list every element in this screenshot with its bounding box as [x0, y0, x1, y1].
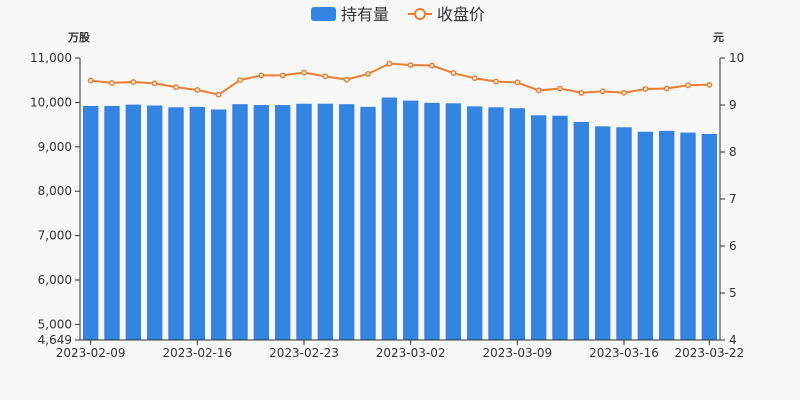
y-left-tick-label-1: 5,000: [38, 317, 72, 331]
bar-7: [232, 104, 248, 340]
close-price-line: [90, 62, 710, 96]
bar-20: [509, 108, 526, 340]
bar-19: [488, 107, 504, 340]
close-point-23: [578, 89, 585, 96]
bar-2: [125, 104, 142, 340]
y-left-tick-label-5: 9,000: [38, 140, 72, 154]
y-right-unit: 元: [713, 31, 724, 44]
bar-1: [104, 105, 120, 340]
bar-21: [530, 115, 547, 340]
bar-29: [701, 133, 718, 340]
x-tick-label-6: 2023-03-22: [674, 346, 744, 360]
bar-18: [466, 106, 483, 340]
bar-4: [168, 107, 184, 340]
bar-14: [381, 97, 398, 340]
close-point-6: [215, 91, 222, 98]
close-point-7: [237, 77, 243, 84]
close-point-24: [599, 88, 606, 95]
close-point-8: [258, 72, 265, 79]
bar-series-holdings: [82, 97, 718, 341]
bar-28: [680, 132, 696, 340]
close-point-17: [450, 70, 457, 76]
y-left-unit: 万股: [67, 31, 91, 44]
x-tick-label-1: 2023-02-16: [162, 346, 232, 360]
y-right-tick-label-4: 8: [729, 145, 737, 159]
close-point-28: [685, 82, 691, 89]
legend-swatch-holdings: [311, 7, 336, 21]
close-point-3: [151, 80, 158, 87]
bar-11: [317, 103, 334, 340]
bar-6: [210, 109, 227, 340]
legend-label-close: 收盘价: [437, 5, 485, 24]
close-point-20: [514, 79, 521, 86]
close-point-0: [87, 77, 94, 84]
x-tick-label-2: 2023-02-23: [269, 346, 339, 360]
bar-26: [637, 131, 654, 340]
bar-10: [296, 103, 312, 340]
bar-22: [552, 115, 568, 340]
close-point-18: [471, 75, 478, 82]
y-left-tick-label-3: 7,000: [38, 229, 72, 243]
x-tick-label-4: 2023-03-09: [482, 346, 552, 360]
bar-5: [189, 106, 206, 340]
close-point-29: [706, 81, 713, 88]
close-point-9: [279, 72, 286, 79]
bar-9: [274, 105, 291, 340]
legend[interactable]: 持有量 收盘价: [311, 5, 485, 24]
y-left-tick-label-0: 4,649: [38, 333, 72, 347]
close-point-14: [386, 60, 393, 67]
bar-12: [338, 104, 355, 340]
bar-13: [360, 106, 376, 340]
close-point-12: [343, 76, 350, 83]
y-right-tick-label-1: 5: [729, 286, 737, 300]
y-right-tick-label-6: 10: [729, 51, 744, 65]
close-point-11: [322, 73, 329, 80]
bar-24: [594, 126, 611, 340]
bar-25: [616, 127, 632, 341]
bar-8: [253, 105, 270, 340]
close-point-16: [429, 62, 435, 69]
close-point-21: [535, 87, 542, 94]
close-point-13: [365, 71, 371, 77]
y-right-tick-label-3: 7: [729, 192, 737, 206]
y-left-tick-label-4: 8,000: [38, 184, 72, 198]
close-point-22: [557, 85, 563, 92]
y-left-tick-label-6: 10,000: [30, 95, 72, 109]
x-tick-label-0: 2023-02-09: [56, 346, 126, 360]
y-right-tick-label-5: 9: [729, 98, 737, 112]
close-point-1: [109, 79, 115, 86]
close-point-5: [194, 87, 201, 93]
line-series-close: [87, 60, 713, 98]
close-point-15: [407, 62, 414, 69]
close-point-4: [173, 84, 179, 91]
close-point-10: [301, 69, 307, 76]
close-point-27: [663, 85, 670, 92]
y-right-tick-label-2: 6: [729, 239, 737, 253]
legend-label-holdings: 持有量: [341, 5, 389, 24]
bar-17: [445, 103, 462, 341]
y-right-tick-label-0: 4: [729, 333, 737, 347]
bar-0: [82, 105, 99, 340]
axes: 4,649 5,000 6,000 7,000 8,000 9,000 10,000 11,0…: [30, 51, 744, 360]
close-point-25: [621, 89, 627, 96]
y-left-tick-label-2: 6,000: [38, 273, 72, 287]
close-point-2: [130, 79, 137, 85]
bar-16: [424, 102, 440, 340]
bar-27: [658, 130, 675, 340]
x-tick-label-5: 2023-03-16: [589, 346, 659, 360]
bar-23: [573, 121, 590, 340]
legend-swatch-close-marker: [414, 8, 426, 20]
x-tick-label-3: 2023-03-02: [376, 346, 446, 360]
y-left-tick-label-7: 11,000: [30, 51, 72, 65]
bar-3: [146, 105, 163, 341]
close-point-19: [493, 78, 499, 85]
close-point-26: [642, 86, 649, 92]
bar-15: [402, 100, 419, 340]
